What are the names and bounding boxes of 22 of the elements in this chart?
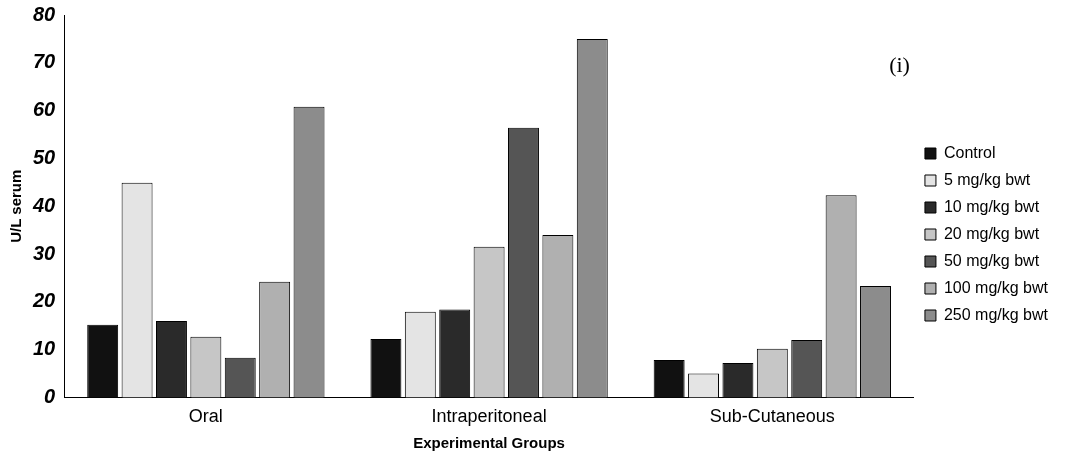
legend-label: 20 mg/kg bwt	[943, 224, 1040, 242]
x-tick-label: Oral	[188, 406, 223, 427]
legend-label: 5 mg/kg bwt	[943, 170, 1031, 188]
annotation: (i)	[889, 51, 910, 77]
x-axis-title: Experimental Groups	[413, 434, 565, 452]
y-tick-label: 80	[33, 2, 56, 25]
legend-label: 10 mg/kg bwt	[943, 197, 1040, 215]
y-tick-label: 70	[33, 50, 56, 73]
legend-label: 50 mg/kg bwt	[943, 251, 1040, 269]
y-tick-label: 0	[44, 384, 56, 407]
legend-label: 100 mg/kg bwt	[943, 278, 1049, 296]
legend-label: 250 mg/kg bwt	[943, 305, 1049, 323]
legend-label: Control	[943, 143, 996, 161]
x-tick-label: Sub-Cutaneous	[709, 406, 835, 427]
y-tick-label: 30	[33, 241, 56, 264]
y-tick-label: 50	[33, 145, 56, 168]
y-tick-label: 60	[33, 98, 56, 121]
y-tick-label: 10	[33, 337, 56, 360]
y-axis-title: U/L serum	[7, 169, 25, 243]
y-tick-label: 40	[32, 193, 56, 216]
y-tick-label: 20	[32, 289, 56, 312]
x-tick-label: Intraperitoneal	[431, 406, 547, 427]
